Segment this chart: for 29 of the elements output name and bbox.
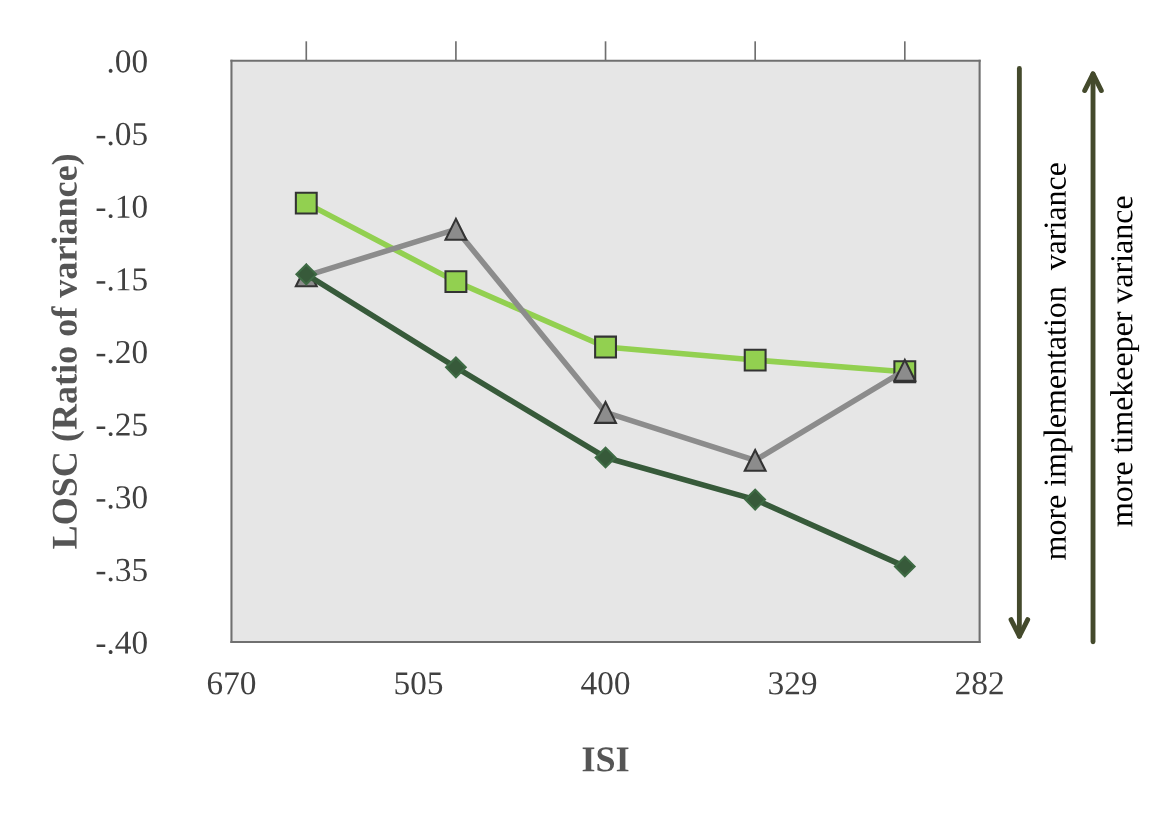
x-axis-title: ISI [582,747,629,772]
y-tick-label: -.25 [96,413,147,437]
point [445,356,467,379]
y-tick-label: -.35 [96,558,147,582]
y-tick-label: -.05 [96,122,147,146]
point [594,400,617,424]
point [893,555,916,578]
text: 670 [207,672,256,695]
y-tick-label: .00 [108,50,147,73]
text: 505 [395,672,443,695]
point [294,191,318,215]
text: 329 [769,672,817,695]
point [594,335,617,359]
point [743,348,767,372]
y-tick-label: -.20 [96,340,147,364]
text: 400 [581,672,630,695]
point [444,270,468,294]
y-tick-label: -.40 [96,631,147,655]
text: more implementation variance [1043,163,1073,560]
y-axis-title: LOSC (Ratio of variance) [51,154,85,549]
point [743,448,767,472]
y-tick-label: -.30 [96,486,147,509]
text: 282 [956,672,1003,695]
point [744,488,767,511]
point [444,217,468,241]
y-tick-label: -.10 [96,195,147,219]
text: more timekeeper variance [1110,196,1140,527]
y-tick-label: -.15 [96,268,147,291]
point [594,446,617,469]
